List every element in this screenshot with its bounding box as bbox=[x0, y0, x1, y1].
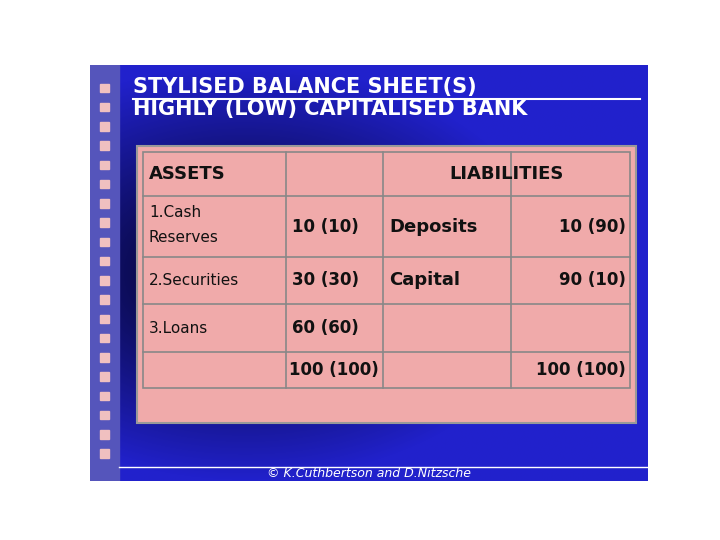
Text: HIGHLY (LOW) CAPITALISED BANK: HIGHLY (LOW) CAPITALISED BANK bbox=[132, 99, 527, 119]
Bar bbox=[101, 295, 109, 304]
Bar bbox=[101, 218, 109, 227]
Bar bbox=[101, 430, 109, 438]
Bar bbox=[137, 146, 636, 423]
Bar bbox=[101, 315, 109, 323]
Text: 1.Cash: 1.Cash bbox=[149, 205, 201, 220]
Text: Deposits: Deposits bbox=[389, 218, 477, 235]
Text: © K.Cuthbertson and D.Nitzsche: © K.Cuthbertson and D.Nitzsche bbox=[267, 467, 471, 480]
Text: 90 (10): 90 (10) bbox=[559, 272, 626, 289]
Bar bbox=[101, 411, 109, 420]
Bar bbox=[101, 180, 109, 188]
Text: ASSETS: ASSETS bbox=[149, 165, 225, 183]
Bar bbox=[101, 276, 109, 285]
Bar bbox=[101, 84, 109, 92]
Bar bbox=[101, 392, 109, 400]
Bar bbox=[90, 65, 120, 481]
Text: 60 (60): 60 (60) bbox=[292, 319, 359, 337]
Bar bbox=[101, 199, 109, 208]
Bar bbox=[101, 334, 109, 342]
Bar bbox=[101, 257, 109, 265]
Text: Capital: Capital bbox=[389, 272, 460, 289]
Text: 100 (100): 100 (100) bbox=[536, 361, 626, 379]
Text: 3.Loans: 3.Loans bbox=[149, 321, 208, 336]
Text: Reserves: Reserves bbox=[149, 230, 219, 245]
Text: 10 (90): 10 (90) bbox=[559, 218, 626, 235]
Bar bbox=[143, 152, 630, 388]
Bar bbox=[101, 373, 109, 381]
Bar bbox=[101, 103, 109, 111]
Bar bbox=[101, 353, 109, 362]
Text: 2.Securities: 2.Securities bbox=[149, 273, 239, 288]
Bar bbox=[101, 238, 109, 246]
Text: 100 (100): 100 (100) bbox=[289, 361, 378, 379]
Bar bbox=[101, 161, 109, 169]
Text: LIABILITIES: LIABILITIES bbox=[449, 165, 564, 183]
Text: STYLISED BALANCE SHEET(S): STYLISED BALANCE SHEET(S) bbox=[132, 77, 476, 97]
Bar bbox=[101, 122, 109, 131]
Bar bbox=[101, 141, 109, 150]
Text: 30 (30): 30 (30) bbox=[292, 272, 359, 289]
Bar bbox=[101, 449, 109, 458]
Text: 10 (10): 10 (10) bbox=[292, 218, 359, 235]
